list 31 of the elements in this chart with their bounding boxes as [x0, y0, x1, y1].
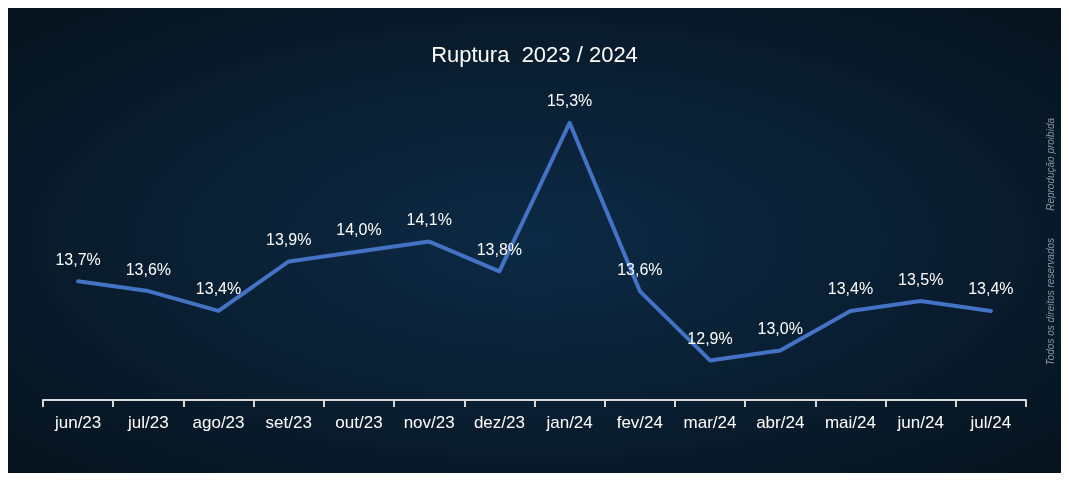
x-tick-label: out/23	[335, 413, 383, 432]
chart-title: Ruptura 2023 / 2024	[431, 41, 638, 67]
data-label: 13,6%	[125, 260, 172, 278]
text: Reprodução proibida	[1044, 117, 1056, 211]
data-label: 13,5%	[897, 270, 944, 288]
data-label: 14,1%	[406, 211, 452, 229]
data-label: 13,9%	[266, 230, 312, 248]
x-tick-label: jul/23	[127, 413, 169, 432]
data-label: 13,7%	[55, 250, 101, 268]
data-label: 13,4%	[827, 280, 874, 298]
x-tick-label: nov/23	[403, 413, 455, 432]
data-label: 13,0%	[757, 320, 803, 337]
data-label: 15,3%	[546, 92, 593, 110]
data-label: 13,6%	[617, 260, 663, 278]
data-label: 13,8%	[476, 240, 523, 258]
data-label: 13,4%	[195, 280, 242, 298]
x-tick-label: set/23	[265, 413, 312, 432]
x-tick-label: abr/24	[756, 413, 805, 432]
data-label: 13,4%	[968, 280, 1014, 298]
x-tick-label: jun/24	[896, 413, 944, 432]
x-tick-label: dez/23	[473, 413, 525, 432]
data-label: 14,0%	[336, 221, 382, 238]
x-tick-label: jan/24	[545, 413, 593, 432]
x-tick-label: mar/24	[683, 413, 737, 432]
data-label: 12,9%	[687, 329, 733, 347]
text: Todos os direitos reservados	[1044, 237, 1056, 366]
x-tick-label: mai/24	[824, 413, 876, 432]
x-tick-label: jun/23	[53, 413, 102, 432]
x-tick-label: fev/24	[616, 413, 663, 432]
x-tick-label: jul/24	[969, 413, 1012, 432]
x-tick-label: ago/23	[192, 413, 245, 432]
